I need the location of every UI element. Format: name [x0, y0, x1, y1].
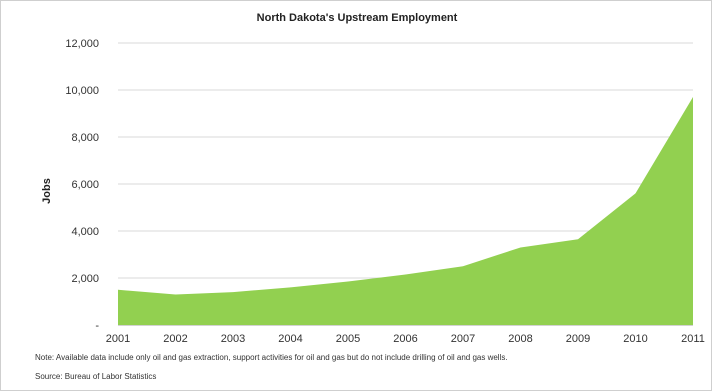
- y-tick-label: 4,000: [71, 226, 99, 238]
- y-axis-ticks: - 2,000 4,000 6,000 8,000 10,000 12,000: [65, 38, 99, 332]
- chart-title: North Dakota's Upstream Employment: [257, 12, 458, 24]
- x-tick-label: 2008: [508, 333, 532, 345]
- x-tick-label: 2002: [163, 333, 187, 345]
- x-tick-label: 2001: [106, 333, 130, 345]
- x-tick-label: 2003: [221, 333, 245, 345]
- x-tick-label: 2011: [681, 333, 705, 345]
- y-tick-label: 8,000: [71, 132, 99, 144]
- area-series-0: [118, 97, 693, 325]
- x-tick-label: 2005: [336, 333, 360, 345]
- y-tick-label: -: [95, 320, 99, 332]
- x-tick-label: 2007: [451, 333, 475, 345]
- x-tick-label: 2009: [566, 333, 590, 345]
- chart-source: Source: Bureau of Labor Statistics: [35, 372, 156, 381]
- area-series: [118, 97, 693, 325]
- x-tick-label: 2004: [278, 333, 302, 345]
- y-tick-label: 6,000: [71, 179, 99, 191]
- x-tick-label: 2010: [623, 333, 647, 345]
- y-axis-label: Jobs: [41, 178, 53, 204]
- x-tick-label: 2006: [393, 333, 417, 345]
- y-tick-label: 12,000: [65, 38, 99, 50]
- x-axis-ticks: 2001 2002 2003 2004 2005 2006 2007 2008 2009 2010…: [106, 333, 705, 345]
- chart-note: Note: Available data include only oil an…: [35, 353, 508, 362]
- y-tick-label: 2,000: [71, 273, 99, 285]
- y-tick-label: 10,000: [65, 85, 99, 97]
